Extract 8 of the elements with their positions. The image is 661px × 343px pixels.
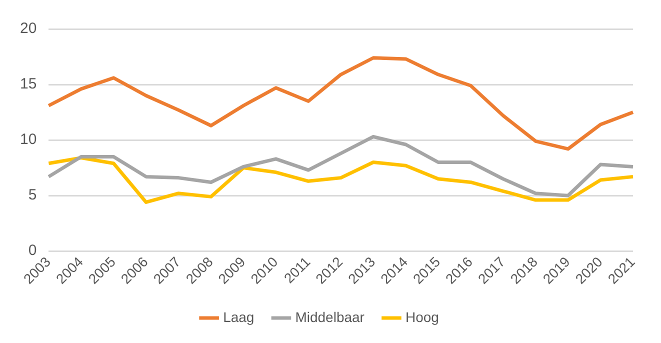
y-tick-label: 10 (20, 131, 37, 148)
y-tick-label: 5 (28, 186, 37, 204)
legend-label: Hoog (405, 308, 439, 325)
legend-label: Middelbaar (295, 308, 365, 325)
legend-label: Laag (223, 308, 254, 325)
y-tick-label: 0 (28, 242, 37, 260)
y-tick-label: 15 (20, 76, 37, 93)
y-tick-label: 20 (20, 20, 37, 38)
